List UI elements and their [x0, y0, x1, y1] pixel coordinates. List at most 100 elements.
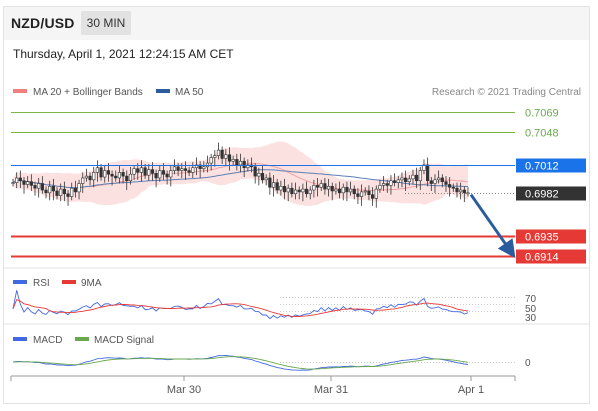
candle-body — [132, 168, 136, 175]
candle-body — [33, 185, 37, 189]
legend-swatch-9ma — [62, 280, 76, 284]
candle-body — [433, 179, 437, 184]
candle-body — [231, 159, 235, 162]
candle-body — [385, 183, 389, 186]
candle-body — [37, 183, 41, 189]
candle-body — [242, 160, 246, 169]
candle-body — [205, 162, 210, 168]
candle-body — [323, 183, 327, 190]
candle-body — [448, 184, 452, 188]
candle-body — [330, 186, 334, 192]
level-0-6935-label: 0.6935 — [525, 232, 559, 244]
candle-body — [426, 164, 430, 182]
candle-body — [396, 179, 400, 183]
candle-body — [106, 170, 111, 175]
legend-label-9ma: 9MA — [81, 278, 102, 289]
candle-body — [404, 177, 408, 182]
candle-body — [62, 188, 66, 195]
candle-body — [29, 181, 33, 186]
candle-body — [352, 188, 356, 195]
candle-body — [462, 189, 466, 194]
candle-body — [382, 183, 386, 186]
rsi-plot — [12, 290, 515, 320]
candle-body — [15, 177, 19, 183]
candle-body — [77, 183, 81, 193]
candle-body — [191, 167, 195, 173]
candle-body — [70, 187, 74, 197]
candle-body — [264, 177, 268, 181]
timeframe-badge[interactable]: 30 MIN — [81, 11, 131, 35]
macd-line — [12, 354, 469, 371]
x-label-apr1: Apr 1 — [458, 384, 484, 396]
candle-body — [227, 154, 232, 162]
candle-body — [279, 186, 283, 191]
candle-body — [48, 186, 52, 194]
candle-body — [121, 172, 125, 177]
candle-body — [81, 177, 85, 184]
candle-body — [356, 193, 360, 197]
candle-body — [224, 154, 228, 159]
candle-body — [257, 173, 261, 177]
watermark: Research © 2021 Trading Central — [432, 87, 581, 98]
candle-body — [290, 187, 294, 195]
macd-legend: MACD MACD Signal — [13, 335, 154, 346]
candle-body — [301, 188, 305, 193]
macd-tick-0: 0 — [525, 358, 531, 369]
level-0-7012-tag — [516, 158, 586, 173]
candle-body — [95, 167, 99, 173]
candle-body — [348, 188, 353, 193]
candle-body — [374, 188, 378, 199]
candle-body — [187, 170, 191, 173]
timestamp-label: Thursday, April 1, 2021 12:24:15 AM CET — [13, 47, 234, 61]
level-0-7069-label: 0.7069 — [525, 108, 559, 120]
level-0-6914-tag — [516, 249, 586, 264]
candle-body — [359, 191, 364, 197]
candle-body — [282, 186, 287, 193]
candle-body — [411, 174, 415, 180]
x-label-mar30: Mar 30 — [167, 384, 201, 396]
candle-body — [158, 170, 162, 179]
candle-body — [437, 177, 441, 181]
candle-body — [220, 149, 224, 159]
price-legend: MA 20 + Bollinger Bands MA 50 Research ©… — [13, 87, 581, 98]
candle-body — [235, 159, 239, 166]
candle-body — [209, 157, 213, 164]
candle-body — [40, 183, 44, 191]
projection-arrow — [469, 193, 516, 259]
candle-body — [26, 181, 30, 185]
candle-body — [169, 170, 173, 178]
candle-body — [429, 180, 433, 184]
candle-body — [459, 189, 463, 193]
candle-body — [22, 180, 26, 185]
legend-swatch-ma20 — [13, 89, 27, 93]
rsi-legend: RSI 9MA — [13, 278, 102, 289]
legend-label-ma50: MA 50 — [175, 87, 204, 98]
candle-body — [125, 175, 129, 182]
candle-body — [275, 182, 279, 191]
candle-body — [59, 188, 63, 196]
candle-body — [415, 174, 419, 182]
candle-body — [444, 181, 448, 185]
legend-label-rsi: RSI — [33, 278, 50, 289]
candle-body — [154, 173, 158, 179]
level-0-7012-label: 0.7012 — [525, 161, 559, 173]
candle-body — [308, 189, 312, 195]
legend-label-macd-signal: MACD Signal — [94, 335, 154, 346]
candle-body — [128, 173, 133, 182]
candle-body — [103, 170, 107, 178]
candle-body — [216, 149, 221, 156]
level-0-6914-label: 0.6914 — [525, 252, 559, 264]
candle-body — [44, 189, 48, 194]
candle-body — [55, 190, 59, 196]
candle-body — [334, 188, 338, 192]
legend-swatch-macd-signal — [75, 337, 89, 341]
rsi-tick-30: 30 — [525, 313, 537, 324]
candle-body — [183, 168, 188, 171]
candle-body — [260, 173, 265, 181]
candle-body — [198, 164, 202, 169]
price-levels: 0.7069 0.7048 0.7012 0.6982 0.6935 0.6914 — [11, 108, 586, 264]
candle-body — [51, 186, 55, 192]
candle-body — [253, 166, 257, 177]
